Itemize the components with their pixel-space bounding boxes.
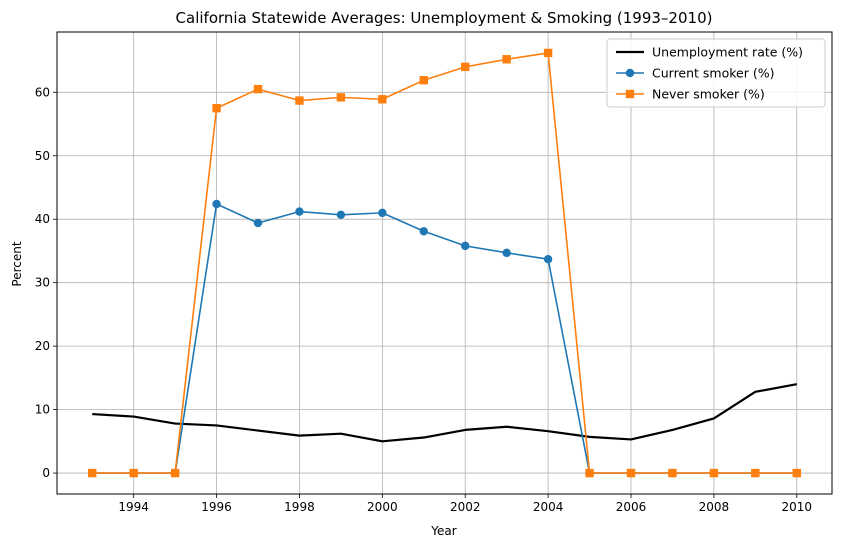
series-layer <box>88 48 801 478</box>
data-point <box>543 254 553 264</box>
legend-swatch-marker <box>625 89 635 99</box>
y-tick-label: 60 <box>35 85 50 99</box>
data-point <box>709 468 719 478</box>
data-point <box>419 76 428 85</box>
legend-item: Unemployment rate (%) <box>616 45 803 60</box>
y-tick-label: 20 <box>35 339 50 353</box>
chart-title: California Statewide Averages: Unemploym… <box>176 9 713 27</box>
data-point <box>543 48 553 58</box>
data-point <box>792 468 801 478</box>
legend-item: Current smoker (%) <box>616 66 775 81</box>
y-tick-label: 10 <box>35 403 50 417</box>
data-point <box>419 227 428 236</box>
series-1 <box>92 383 797 443</box>
y-axis-label: Percent <box>10 241 24 286</box>
data-point <box>585 468 594 478</box>
data-point <box>295 96 304 105</box>
data-point <box>253 218 263 228</box>
data-point <box>336 93 346 102</box>
legend-label: Current smoker (%) <box>652 66 775 81</box>
y-axis: 0 10 20 30 40 50 60 <box>35 85 57 480</box>
legend-label: Never smoker (%) <box>652 87 765 102</box>
data-point <box>502 248 511 258</box>
x-tick-label: 2006 <box>616 500 647 514</box>
data-point <box>295 207 304 216</box>
plot-frame <box>56 31 833 495</box>
x-tick-label: 1998 <box>284 500 315 514</box>
data-point <box>88 468 97 478</box>
data-point <box>212 103 221 113</box>
data-point <box>253 84 263 94</box>
data-point <box>668 468 677 478</box>
legend-swatch-marker <box>625 68 635 78</box>
data-point <box>170 468 180 478</box>
series-line <box>92 383 797 443</box>
data-point <box>212 199 221 209</box>
y-tick-label: 50 <box>35 149 50 163</box>
y-tick-label: 30 <box>35 276 50 290</box>
x-tick-label: 2000 <box>367 500 398 514</box>
legend-item: Never smoker (%) <box>616 87 765 102</box>
series-2 <box>88 199 801 478</box>
legend-box <box>606 38 826 108</box>
data-point <box>751 468 760 478</box>
x-axis: 1994 1996 1998 2000 2002 2004 2006 2008 2010 <box>118 494 812 514</box>
x-tick-label: 2004 <box>533 500 564 514</box>
x-tick-label: 1996 <box>201 500 232 514</box>
x-axis-label: Year <box>430 524 456 538</box>
data-point <box>626 468 636 478</box>
legend: Unemployment rate (%) Current smoker (%) N… <box>606 38 826 108</box>
y-tick-label: 0 <box>42 466 50 480</box>
x-tick-label: 2002 <box>450 500 481 514</box>
x-tick-label: 2010 <box>781 500 812 514</box>
data-point <box>336 210 346 219</box>
series-3 <box>88 48 801 478</box>
data-point <box>461 62 470 72</box>
y-tick-label: 40 <box>35 212 50 226</box>
x-tick-label: 1994 <box>118 500 149 514</box>
data-point <box>461 241 470 251</box>
data-point <box>129 468 138 478</box>
data-point <box>378 208 387 218</box>
data-point <box>502 55 511 64</box>
series-line <box>92 52 797 474</box>
legend-label: Unemployment rate (%) <box>652 45 803 60</box>
data-point <box>378 95 387 104</box>
x-tick-label: 2008 <box>699 500 730 514</box>
